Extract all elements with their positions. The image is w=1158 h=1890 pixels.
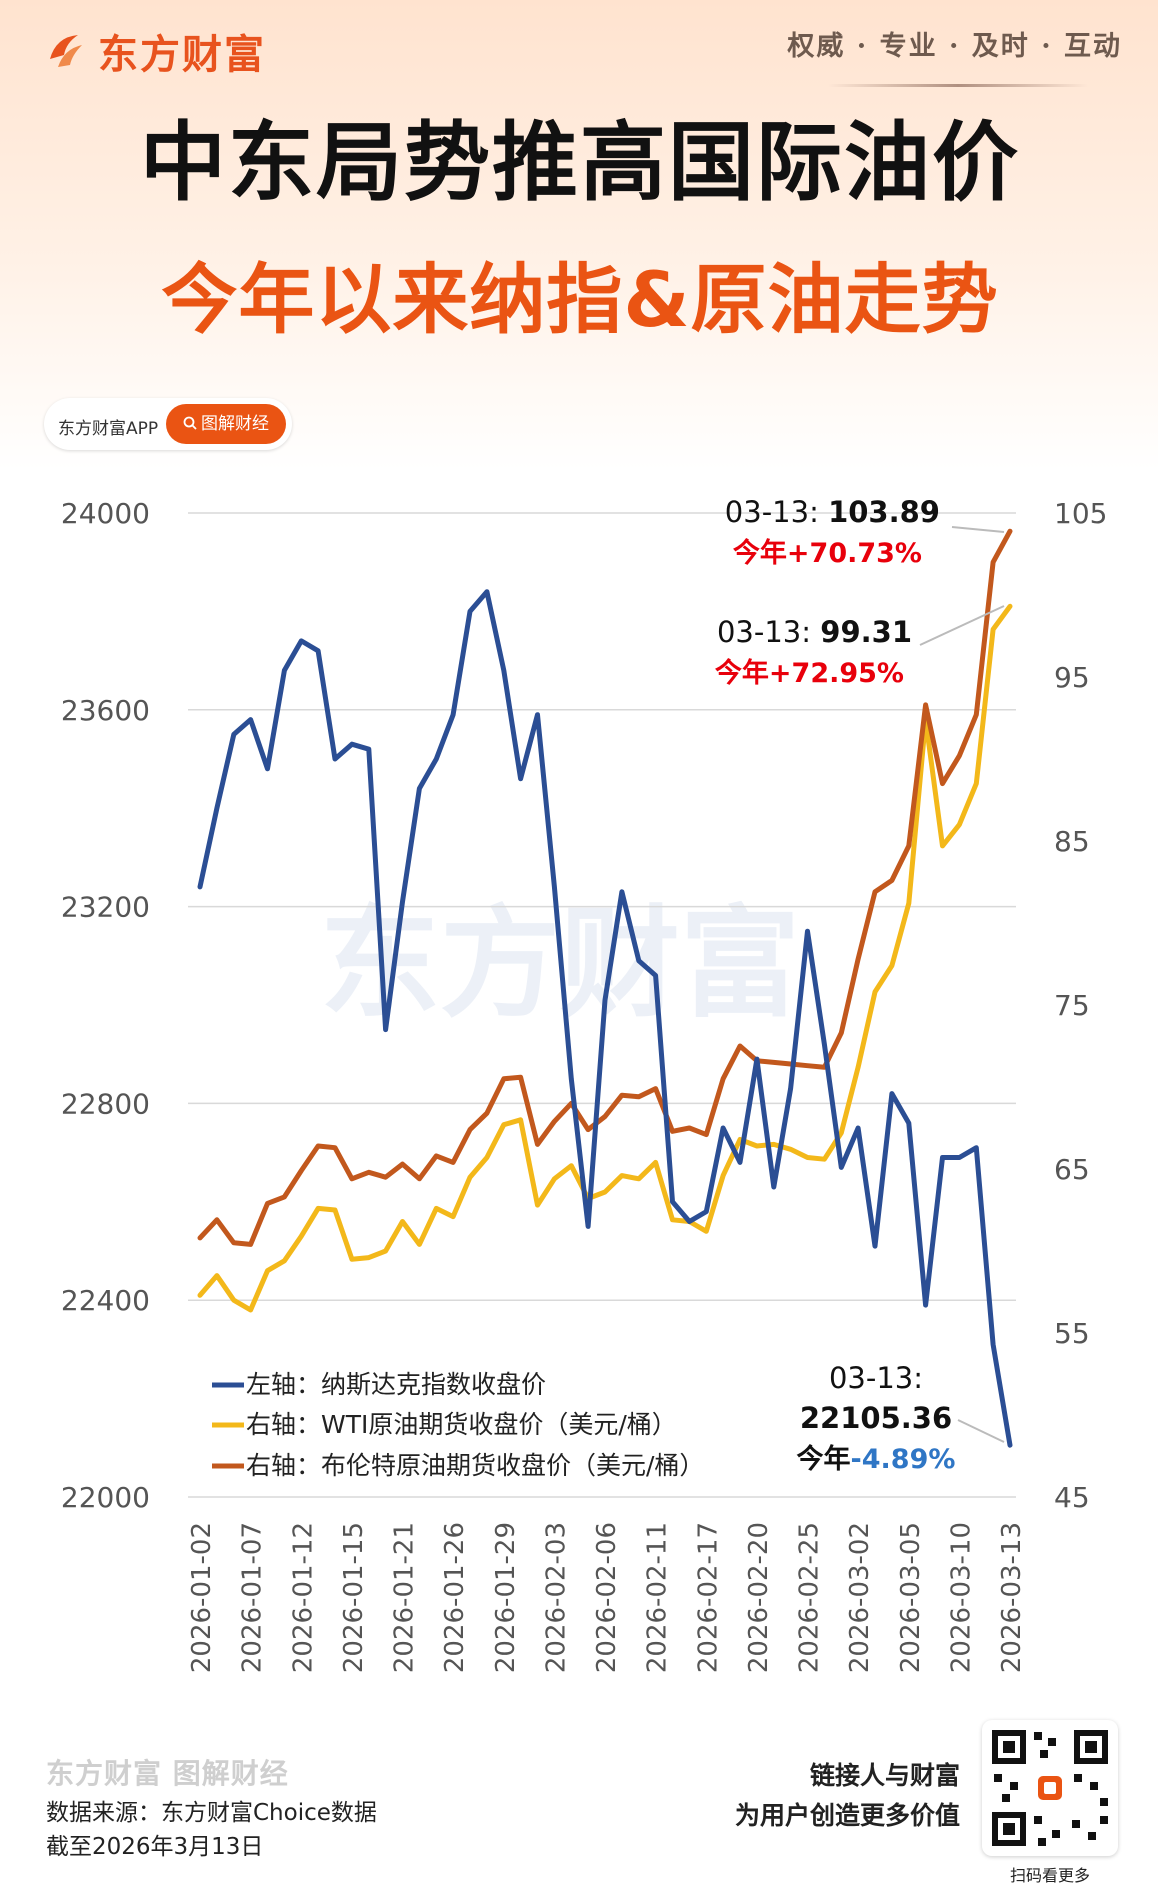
x-tick-label: 2026-03-02 [845, 1522, 875, 1673]
x-tick-label: 2026-02-03 [541, 1522, 571, 1673]
x-tick-label: 2026-03-10 [946, 1522, 976, 1673]
x-tick-label: 2026-02-11 [643, 1522, 673, 1673]
annotation-nasdaq-value: 22105.36 [800, 1401, 952, 1435]
right-axis-ticks: 45 55 65 75 85 95 105 [1054, 497, 1107, 1514]
x-tick-label: 2026-01-07 [238, 1522, 268, 1673]
brand-logo-icon [50, 35, 82, 67]
annotation-wti-date: 03-13 [717, 615, 801, 649]
x-tick-label: 2026-01-02 [187, 1522, 217, 1673]
annotation-nasdaq: 03-13: 22105.36 今年-4.89% [797, 1361, 1005, 1475]
x-axis-ticks: 2026-01-02 2026-01-07 2026-01-12 2026-01-15… [187, 1522, 1027, 1673]
footer-brand: 东方财富 图解财经 [46, 1757, 289, 1790]
annotation-brent-ytd: 今年+70.73% [733, 537, 922, 569]
left-tick-label: 22800 [61, 1087, 150, 1120]
x-tick-label: 2026-01-26 [440, 1522, 470, 1673]
footer-source-block: 数据来源：东方财富Choice数据 截至2026年3月13日 [46, 1796, 377, 1864]
annotation-wti-leader [919, 605, 1005, 646]
annotation-nasdaq-ytd: -4.89% [851, 1444, 956, 1475]
brand-header: 东方财富 [44, 22, 266, 80]
left-axis-ticks: 22000 22400 22800 23200 23600 24000 [61, 497, 150, 1514]
x-tick-label: 2026-01-15 [339, 1522, 369, 1673]
series-line-wti [197, 603, 1013, 1313]
series-line-brent [197, 528, 1013, 1247]
right-tick-label: 65 [1054, 1153, 1090, 1186]
x-tick-label: 2026-01-12 [288, 1522, 318, 1673]
x-tick-label: 2026-02-20 [744, 1522, 774, 1673]
x-tick-label: 2026-01-29 [491, 1522, 521, 1673]
right-tick-label: 45 [1054, 1481, 1090, 1514]
left-tick-label: 23200 [61, 891, 150, 924]
series-lines [197, 528, 1013, 1448]
x-tick-label: 2026-03-13 [997, 1522, 1027, 1673]
x-tick-label: 2026-01-21 [390, 1522, 420, 1673]
legend-label-wti: 右轴：WTI原油期货收盘价（美元/桶） [246, 1410, 677, 1439]
footer-tagline: 链接人与财富 为用户创造更多价值 [690, 1756, 960, 1836]
left-tick-label: 24000 [61, 497, 150, 530]
left-tick-label: 22000 [61, 1481, 150, 1514]
right-tick-label: 55 [1054, 1317, 1090, 1350]
legend-label-brent: 右轴：布伦特原油期货收盘价（美元/桶） [246, 1451, 704, 1480]
left-tick-label: 23600 [61, 694, 150, 727]
annotation-wti-ytd: 今年+72.95% [715, 657, 904, 689]
right-tick-label: 75 [1054, 989, 1090, 1022]
annotation-brent-date: 03-13 [725, 495, 809, 529]
app-badge[interactable]: 东方财富APP 图解财经 [44, 398, 292, 450]
search-icon [183, 416, 197, 430]
data-date: 截至2026年3月13日 [46, 1834, 264, 1860]
annotation-wti: 03-13: 99.31 今年+72.95% [715, 605, 1005, 689]
page-title: 中东局势推高国际油价 [140, 113, 1020, 213]
right-tick-label: 85 [1054, 825, 1090, 858]
left-tick-label: 22400 [61, 1284, 150, 1317]
tagline-1: 链接人与财富 [809, 1761, 960, 1790]
annotation-nasdaq-ytd-prefix: 今年 [797, 1443, 851, 1475]
x-tick-label: 2026-02-17 [693, 1522, 723, 1673]
annotation-nasdaq-leader [957, 1419, 1005, 1443]
category-tag[interactable]: 图解财经 [166, 404, 286, 444]
annotation-brent: 03-13: 103.89 今年+70.73% [725, 495, 1005, 569]
tagline-2: 为用户创造更多价值 [734, 1801, 960, 1830]
category-tag-label: 图解财经 [201, 414, 269, 434]
slogan-underline [828, 84, 1088, 87]
annotation-wti-value: 99.31 [820, 615, 912, 649]
qr-code[interactable] [982, 1720, 1118, 1856]
brand-name: 东方财富 [98, 32, 266, 78]
x-tick-label: 2026-03-05 [896, 1522, 926, 1673]
series-line-nasdaq [197, 589, 1013, 1448]
right-tick-label: 105 [1054, 497, 1107, 530]
x-tick-label: 2026-02-25 [795, 1522, 825, 1673]
app-name: 东方财富APP [58, 419, 159, 439]
annotation-brent-leader [951, 526, 1005, 533]
annotation-nasdaq-date: 03-13: [829, 1361, 923, 1395]
right-tick-label: 95 [1054, 661, 1090, 694]
legend-label-nasdaq: 左轴：纳斯达克指数收盘价 [246, 1370, 546, 1399]
svg-text:03-13: 103.89: 03-13: 103.89 [725, 495, 940, 529]
x-tick-label: 2026-02-06 [592, 1522, 622, 1673]
svg-text:03-13: 99.31: 03-13: 99.31 [717, 615, 912, 649]
qr-code-icon [992, 1730, 1108, 1846]
gridlines [188, 512, 1016, 1498]
page-subtitle: 今年以来纳指&原油走势 [161, 255, 999, 344]
slogan: 权威 · 专业 · 及时 · 互动 [787, 31, 1122, 62]
svg-text:今年-4.89%: 今年-4.89% [797, 1443, 956, 1475]
legend: 左轴：纳斯达克指数收盘价 右轴：WTI原油期货收盘价（美元/桶） 右轴：布伦特原… [212, 1370, 704, 1480]
data-source: 数据来源：东方财富Choice数据 [46, 1800, 377, 1826]
qr-caption: 扫码看更多 [1009, 1866, 1090, 1885]
annotation-brent-value: 103.89 [828, 495, 940, 529]
